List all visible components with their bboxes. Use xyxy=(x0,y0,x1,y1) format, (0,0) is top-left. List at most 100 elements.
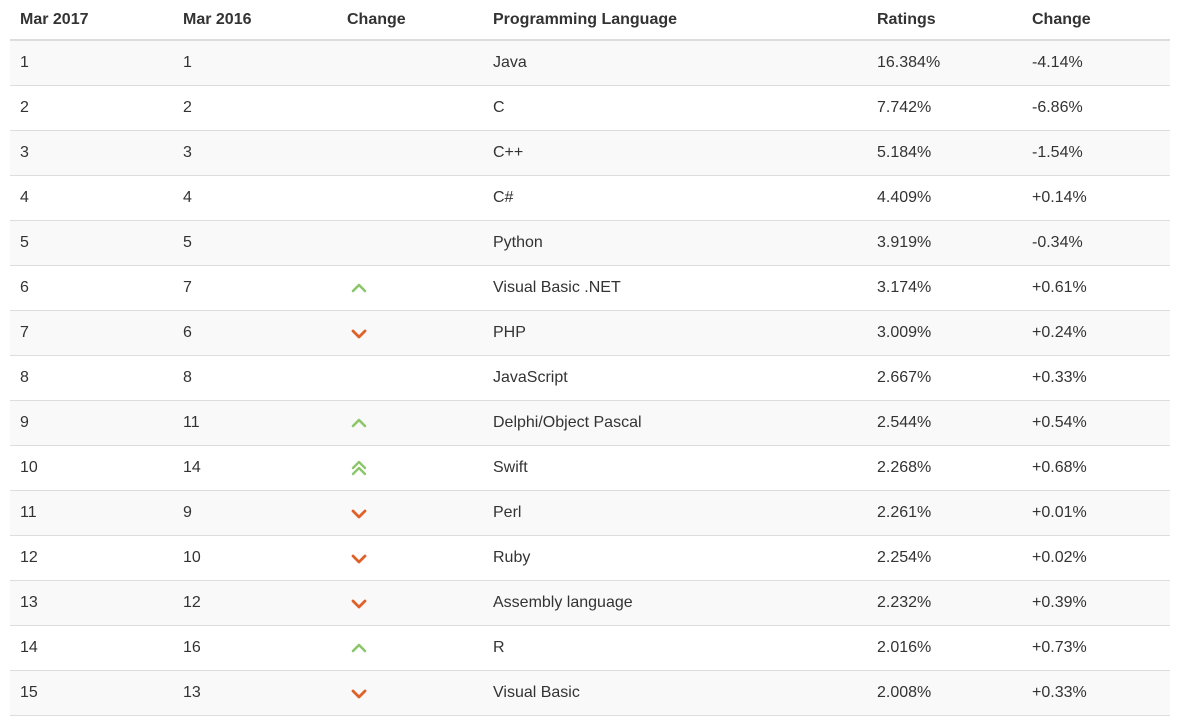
language-name: Swift xyxy=(493,459,528,476)
rating-change: +0.14% xyxy=(1032,189,1087,206)
rank-2017: 3 xyxy=(20,144,29,161)
table-row: 15 13 Visual Basic 2.008% +0.33% xyxy=(10,671,1170,716)
rank-2016: 1 xyxy=(183,54,192,71)
rank-change xyxy=(337,684,483,702)
header-programming-language[interactable]: Programming Language xyxy=(493,10,678,28)
table-row: 11 9 Perl 2.261% +0.01% xyxy=(10,491,1170,536)
rank-2016: 13 xyxy=(183,684,201,701)
rank-2016: 7 xyxy=(183,279,192,296)
rating-change: +0.33% xyxy=(1032,684,1087,701)
rank-2017: 6 xyxy=(20,279,29,296)
rank-2017: 2 xyxy=(20,99,29,116)
language-name: Delphi/Object Pascal xyxy=(493,414,642,431)
table-body: 1 1 Java 16.384% -4.14% 2 2 C 7.742% -6.86% 3 3 C++ 5… xyxy=(10,41,1170,716)
rating-value: 2.016% xyxy=(877,639,932,656)
table-row: 12 10 Ruby 2.254% +0.02% xyxy=(10,536,1170,581)
rating-change: +0.02% xyxy=(1032,549,1087,566)
rank-change xyxy=(337,459,483,477)
rating-value: 3.919% xyxy=(877,234,932,251)
rank-2017: 7 xyxy=(20,324,29,341)
language-name: Perl xyxy=(493,504,522,521)
rating-change: +0.61% xyxy=(1032,279,1087,296)
ranking-table: Mar 2017 Mar 2016 Change Programming Lan… xyxy=(10,0,1170,716)
rank-change xyxy=(337,549,483,567)
chevron-up-icon xyxy=(349,280,369,296)
header-rating-change[interactable]: Change xyxy=(1032,10,1091,28)
chevron-down-icon xyxy=(349,505,369,521)
rating-change: +0.01% xyxy=(1032,504,1087,521)
header-mar-2017[interactable]: Mar 2017 xyxy=(20,10,89,28)
rank-2017: 10 xyxy=(20,459,38,476)
rank-change xyxy=(337,504,483,522)
rank-change xyxy=(337,279,483,297)
rank-2016: 6 xyxy=(183,324,192,341)
table-row: 8 8 JavaScript 2.667% +0.33% xyxy=(10,356,1170,401)
language-name: Visual Basic .NET xyxy=(493,279,621,296)
rating-change: -0.34% xyxy=(1032,234,1083,251)
double-chevron-up-icon xyxy=(349,460,369,476)
rank-2016: 4 xyxy=(183,189,192,206)
rank-change xyxy=(337,324,483,342)
rating-value: 2.544% xyxy=(877,414,932,431)
rank-2017: 4 xyxy=(20,189,29,206)
rank-2017: 1 xyxy=(20,54,29,71)
language-name: C++ xyxy=(493,144,524,161)
rating-value: 2.268% xyxy=(877,459,932,476)
rank-2017: 13 xyxy=(20,594,38,611)
header-mar-2016[interactable]: Mar 2016 xyxy=(183,10,252,28)
table-row: 6 7 Visual Basic .NET 3.174% +0.61% xyxy=(10,266,1170,311)
rating-value: 2.254% xyxy=(877,549,932,566)
table-row: 9 11 Delphi/Object Pascal 2.544% +0.54% xyxy=(10,401,1170,446)
rank-2017: 9 xyxy=(20,414,29,431)
language-name: Java xyxy=(493,54,527,71)
rank-2017: 12 xyxy=(20,549,38,566)
table-row: 4 4 C# 4.409% +0.14% xyxy=(10,176,1170,221)
rank-2016: 11 xyxy=(183,414,200,431)
rating-change: +0.24% xyxy=(1032,324,1087,341)
rating-value: 4.409% xyxy=(877,189,932,206)
rating-value: 3.174% xyxy=(877,279,932,296)
rank-2016: 2 xyxy=(183,99,192,116)
table-row: 13 12 Assembly language 2.232% +0.39% xyxy=(10,581,1170,626)
language-name: Assembly language xyxy=(493,594,633,611)
rating-change: +0.73% xyxy=(1032,639,1087,656)
rank-2017: 8 xyxy=(20,369,29,386)
rank-change xyxy=(337,414,483,432)
rank-2016: 10 xyxy=(183,549,201,566)
rating-change: +0.33% xyxy=(1032,369,1087,386)
rating-value: 7.742% xyxy=(877,99,932,116)
language-name: C xyxy=(493,99,505,116)
table-row: 10 14 Swift 2.268% +0.68% xyxy=(10,446,1170,491)
chevron-down-icon xyxy=(349,325,369,341)
rating-value: 16.384% xyxy=(877,54,941,71)
rank-2016: 16 xyxy=(183,639,201,656)
rating-value: 2.232% xyxy=(877,594,932,611)
rank-2017: 5 xyxy=(20,234,29,251)
rank-change xyxy=(337,594,483,612)
rating-value: 2.008% xyxy=(877,684,932,701)
table-row: 2 2 C 7.742% -6.86% xyxy=(10,86,1170,131)
header-rank-change[interactable]: Change xyxy=(347,10,406,28)
chevron-up-icon xyxy=(349,415,369,431)
rating-change: +0.68% xyxy=(1032,459,1087,476)
language-name: C# xyxy=(493,189,514,206)
table-header-row: Mar 2017 Mar 2016 Change Programming Lan… xyxy=(10,0,1170,41)
header-ratings[interactable]: Ratings xyxy=(877,10,936,28)
rating-change: -4.14% xyxy=(1032,54,1083,71)
chevron-down-icon xyxy=(349,550,369,566)
table-row: 3 3 C++ 5.184% -1.54% xyxy=(10,131,1170,176)
rating-change: -6.86% xyxy=(1032,99,1083,116)
rank-2016: 12 xyxy=(183,594,201,611)
chevron-down-icon xyxy=(349,685,369,701)
rating-change: +0.54% xyxy=(1032,414,1087,431)
language-name: PHP xyxy=(493,324,526,341)
language-name: R xyxy=(493,639,505,656)
language-name: Visual Basic xyxy=(493,684,580,701)
rank-2016: 14 xyxy=(183,459,201,476)
rank-2016: 9 xyxy=(183,504,192,521)
rating-value: 3.009% xyxy=(877,324,932,341)
rating-value: 5.184% xyxy=(877,144,932,161)
rating-change: -1.54% xyxy=(1032,144,1083,161)
rank-2017: 11 xyxy=(20,504,37,521)
rank-2016: 5 xyxy=(183,234,192,251)
